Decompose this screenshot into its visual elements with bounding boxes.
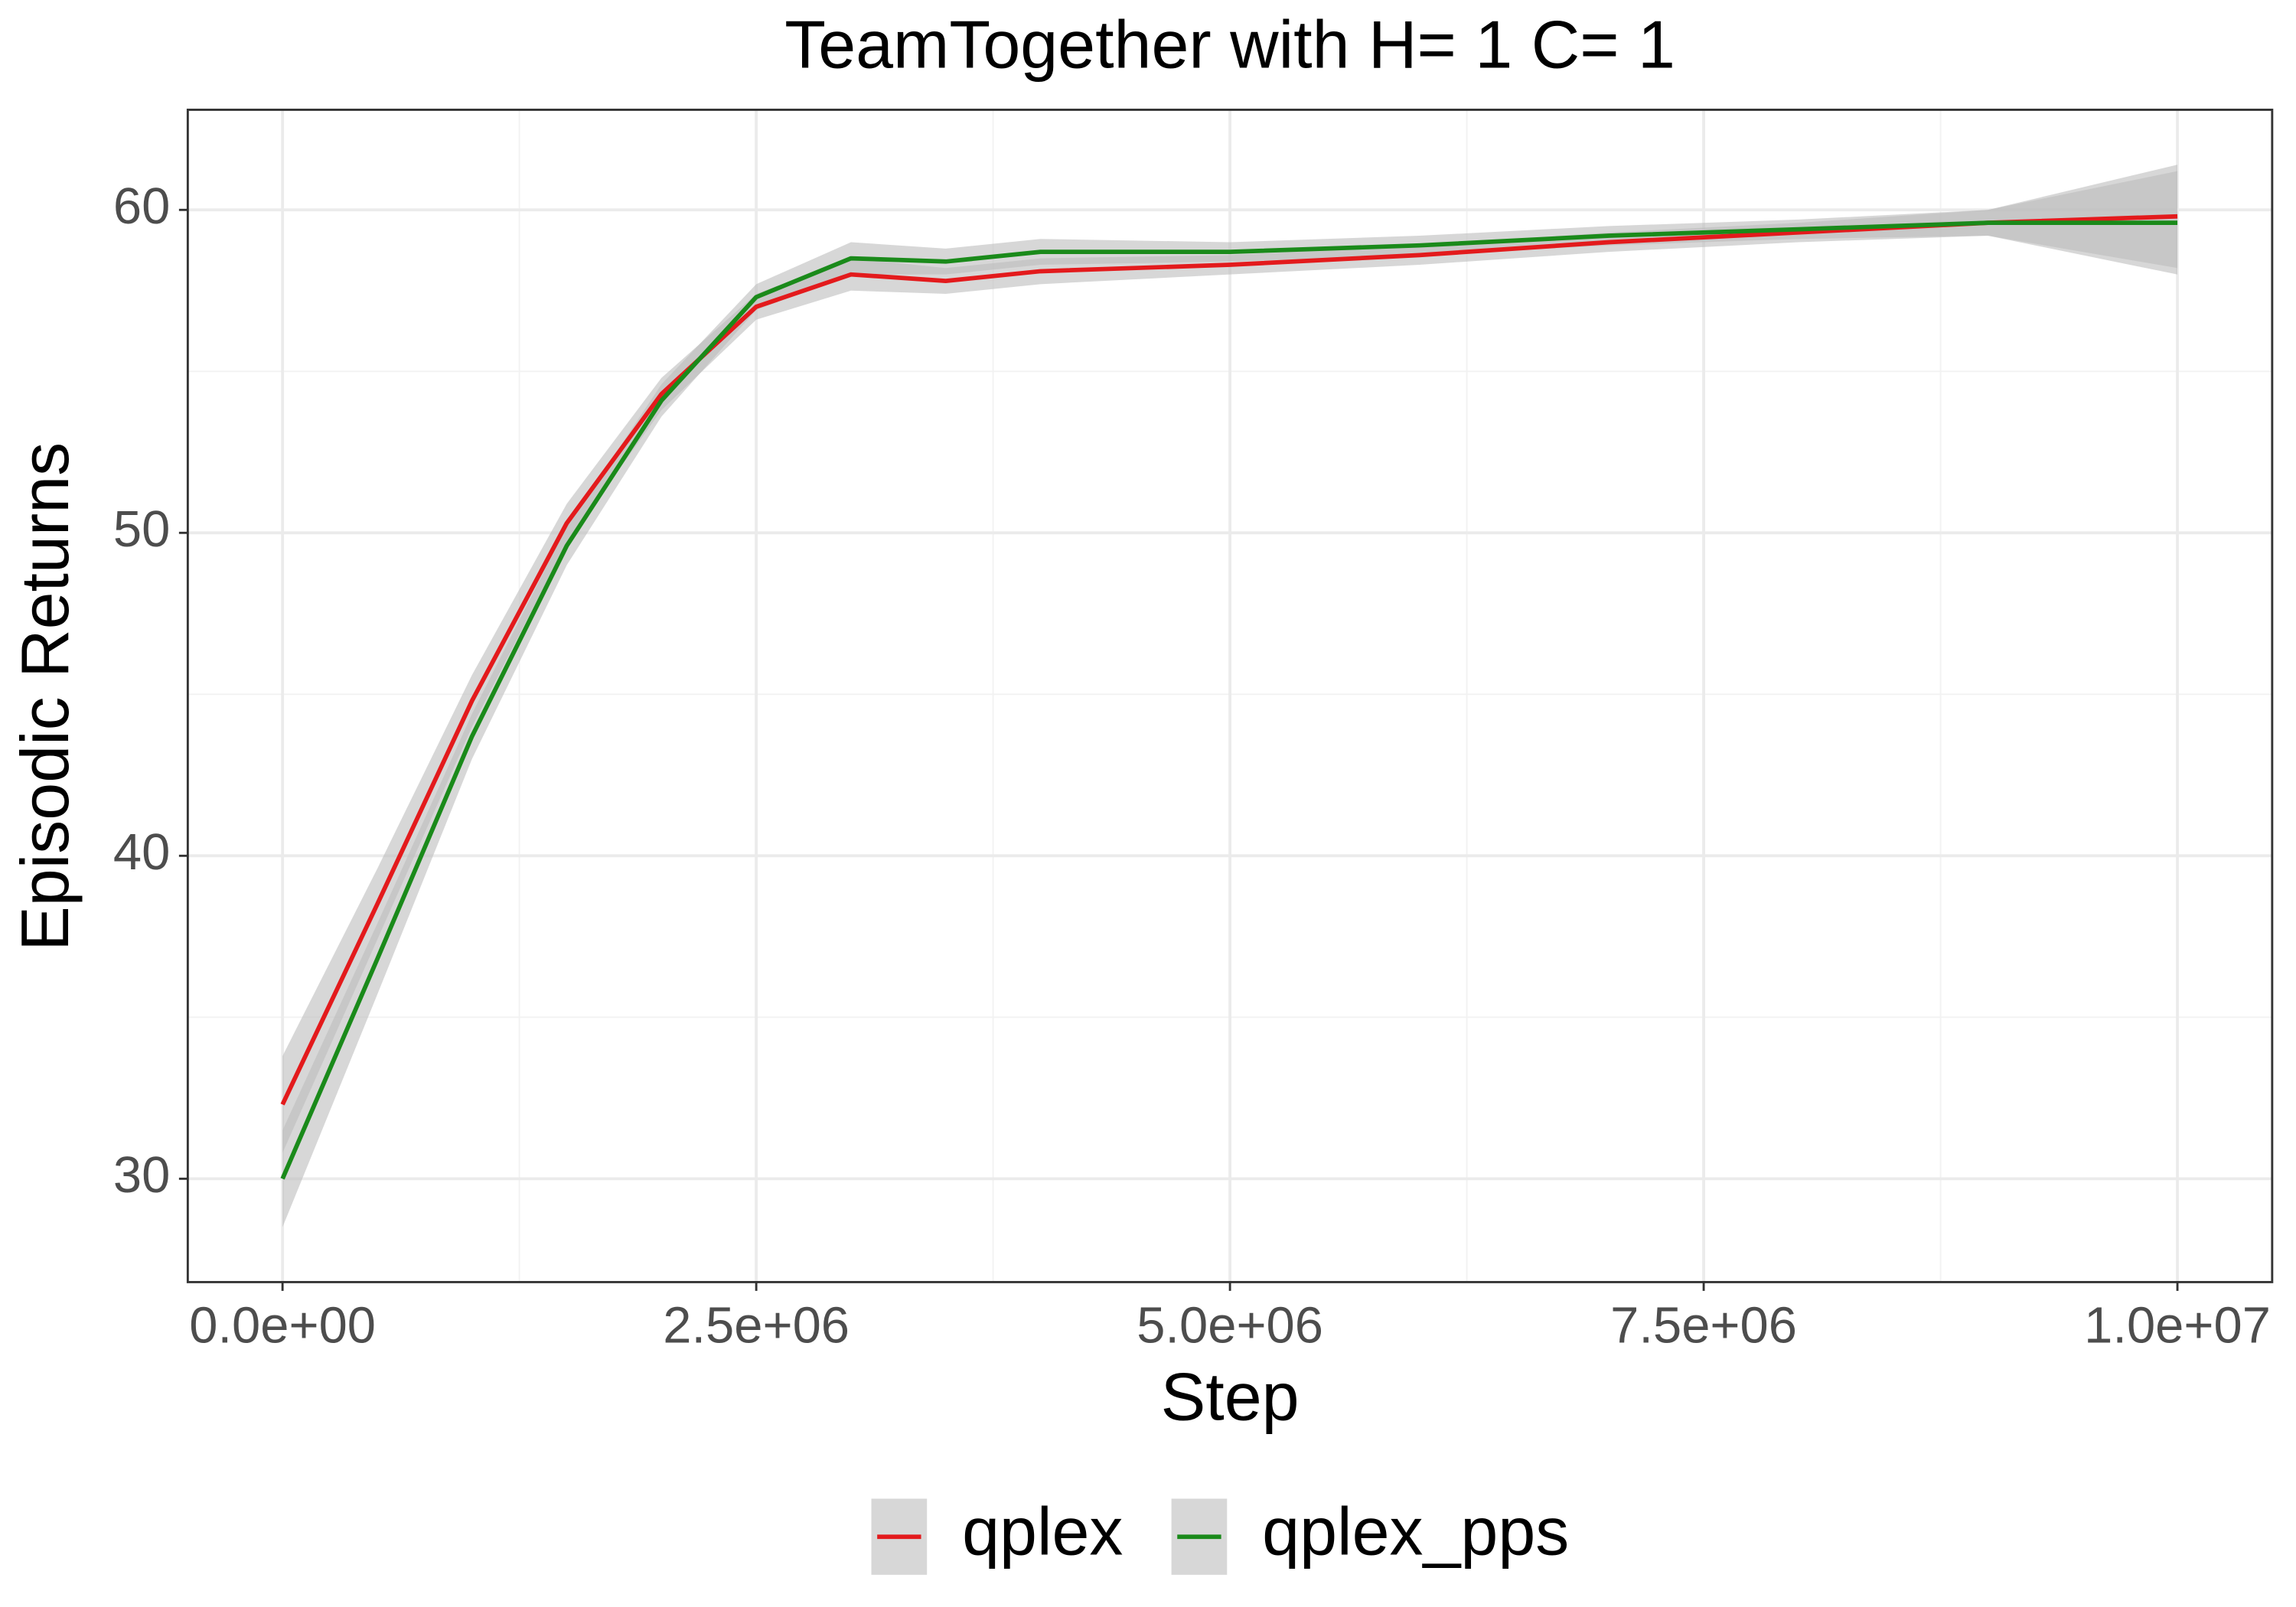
y-tick-label: 40 bbox=[113, 823, 170, 881]
y-tick-label: 30 bbox=[113, 1146, 170, 1204]
y-tick-label: 60 bbox=[113, 178, 170, 235]
chart-title: TeamTogether with H= 1 C= 1 bbox=[784, 6, 1675, 82]
x-tick-label: 0.0e+00 bbox=[189, 1296, 376, 1354]
series-line bbox=[280, 214, 2178, 1106]
x-tick-label: 1.0e+07 bbox=[2084, 1296, 2271, 1354]
y-axis-title: Episodic Returns bbox=[7, 442, 83, 951]
legend-label: qplex bbox=[962, 1493, 1123, 1569]
x-tick-label: 7.5e+06 bbox=[1610, 1296, 1797, 1354]
legend-label: qplex_pps bbox=[1262, 1493, 1569, 1569]
x-tick-label: 5.0e+06 bbox=[1137, 1296, 1323, 1354]
y-tick-label: 50 bbox=[113, 500, 170, 558]
x-axis-title: Step bbox=[1161, 1358, 1300, 1434]
series-line bbox=[280, 220, 2178, 1180]
x-tick-label: 2.5e+06 bbox=[663, 1296, 850, 1354]
plot-border bbox=[186, 109, 2274, 1283]
